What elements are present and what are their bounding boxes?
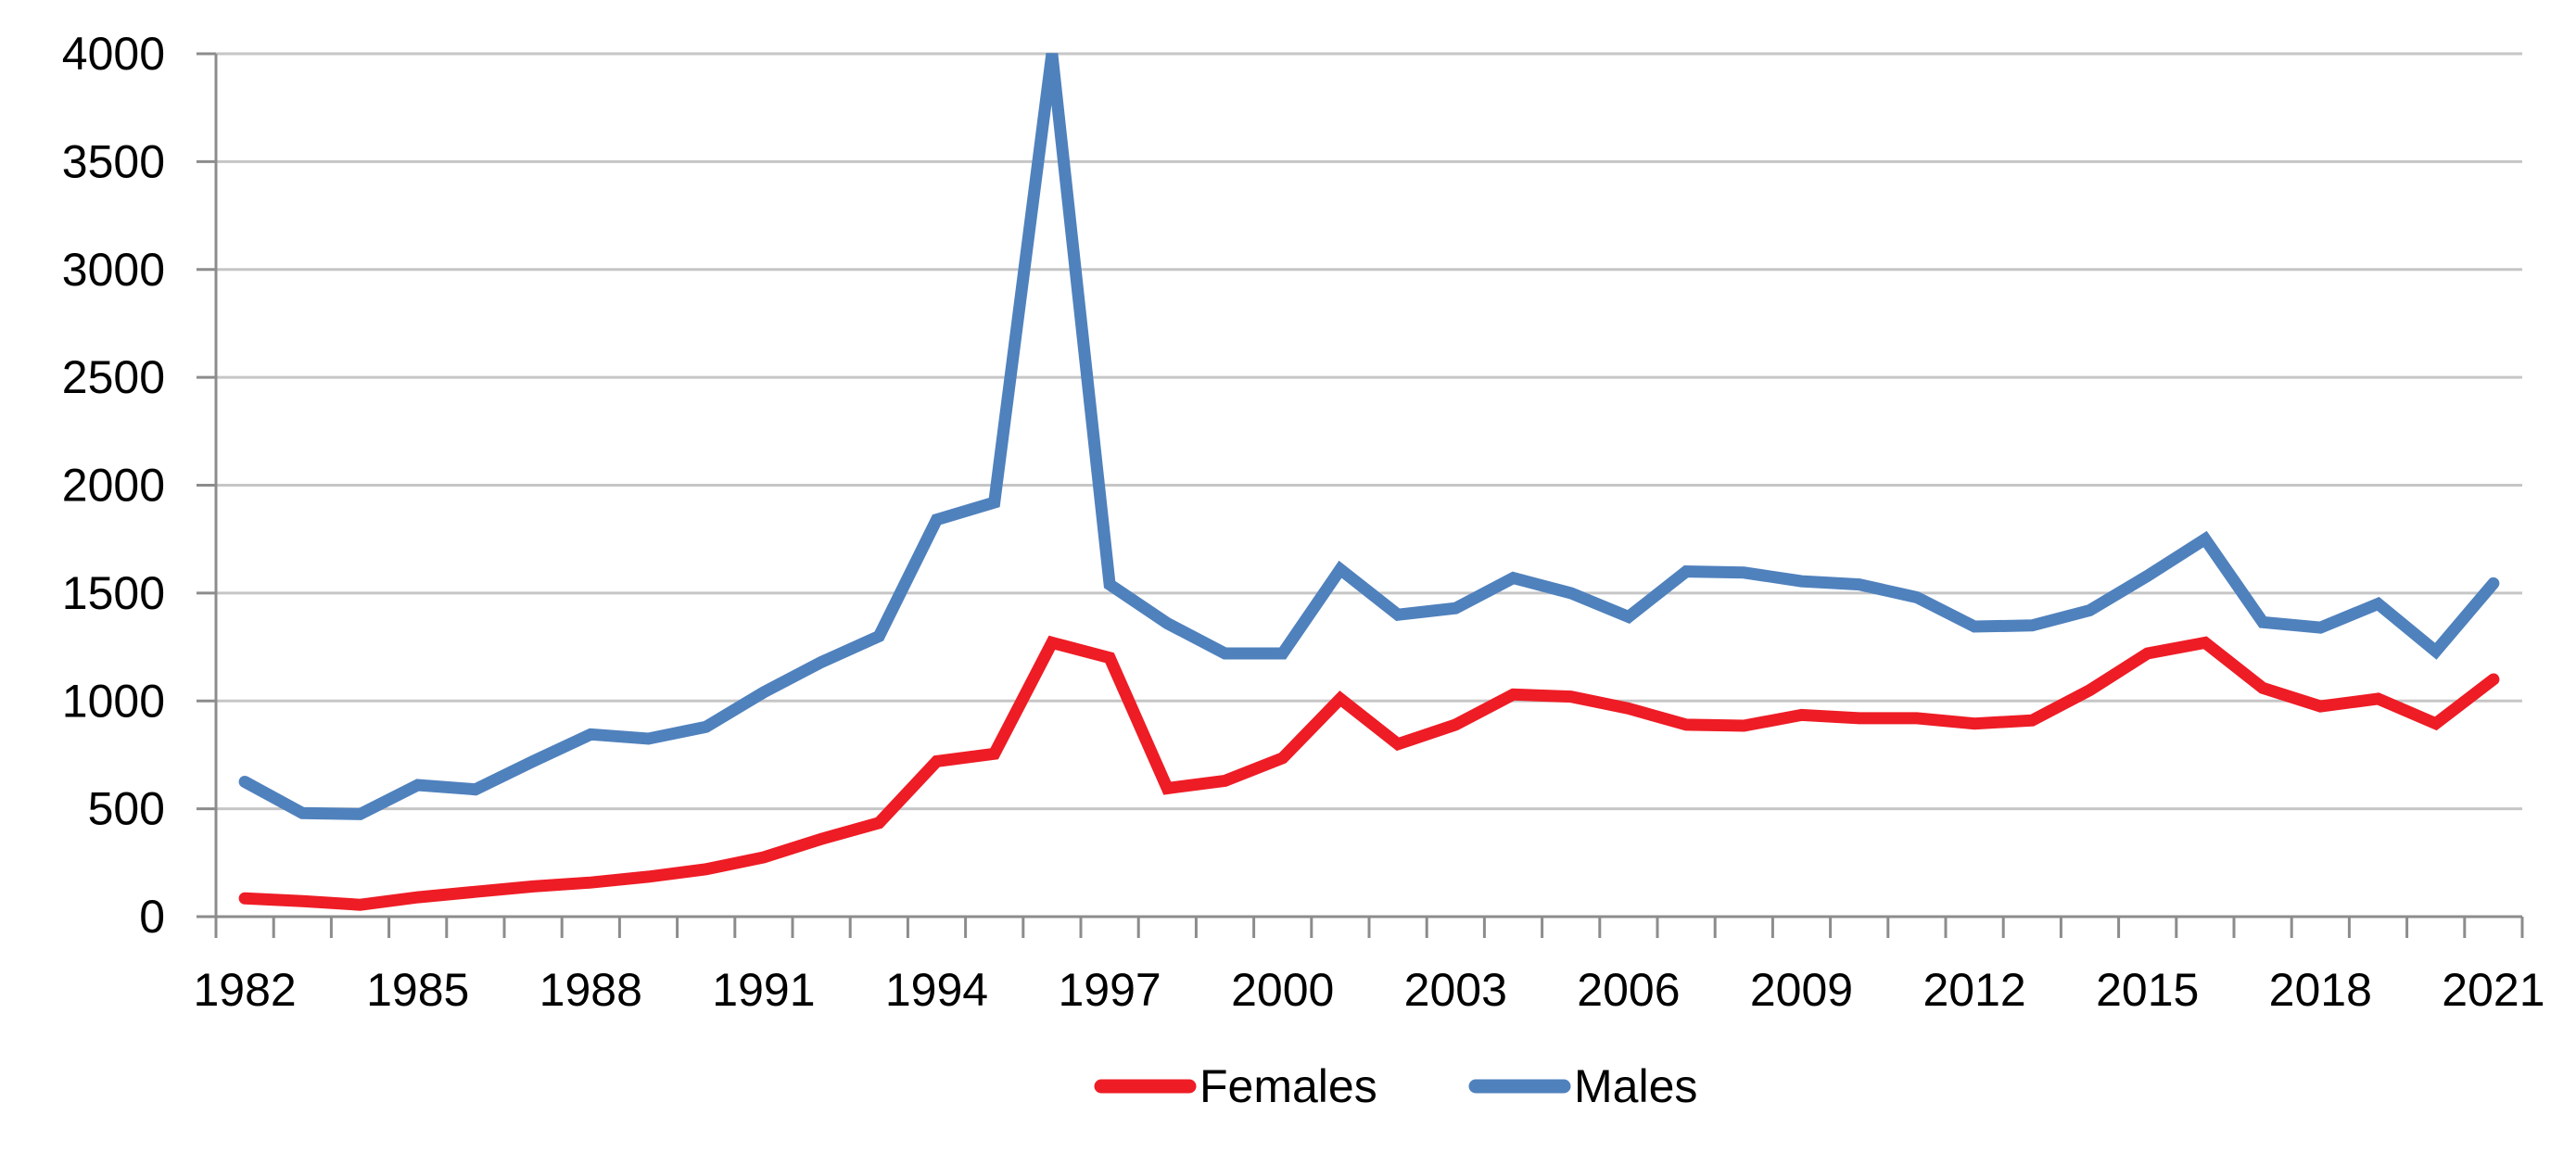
gridlines [216, 52, 2522, 811]
y-axis-tick-label: 3500 [62, 135, 165, 187]
x-axis-tick-label: 2000 [1231, 964, 1334, 1016]
x-axis-tick-label: 2012 [1922, 964, 2025, 1016]
y-axis-tick-label: 0 [139, 891, 165, 943]
axis-ticks [197, 52, 2524, 938]
x-axis-tick-label: 2003 [1404, 964, 1507, 1016]
y-axis-tick-label: 2500 [62, 351, 165, 403]
x-axis-tick-label: 2018 [2269, 964, 2372, 1016]
x-axis-tick-label: 1997 [1058, 964, 1161, 1016]
axes [197, 54, 2522, 938]
data-series-lines [238, 53, 2500, 911]
y-axis-tick-label: 1000 [62, 675, 165, 727]
y-axis-tick-label: 4000 [62, 28, 165, 80]
y-axis-tick-label: 2000 [62, 460, 165, 512]
x-axis-tick-label: 1982 [193, 964, 296, 1016]
x-axis-labels: 1982 1985 1988 1991 1994 1997 2000 2003 2006 2009… [193, 964, 2544, 1016]
x-axis-tick-label: 1994 [885, 964, 988, 1016]
y-axis-labels: 0 500 1000 1500 2000 2500 3000 3500 4000 [62, 28, 165, 943]
y-axis-tick-label: 500 [88, 783, 165, 835]
series-line-males [238, 53, 2500, 820]
legend-label-females: Females [1199, 1060, 1377, 1112]
x-axis-tick-label: 2009 [1750, 964, 1853, 1016]
x-axis-tick-label: 1988 [539, 964, 642, 1016]
y-axis-tick-label: 1500 [62, 567, 165, 619]
legend: Females Males [1094, 1060, 1697, 1112]
x-axis-tick-label: 2015 [2096, 964, 2199, 1016]
series-line-females [238, 635, 2500, 911]
x-axis-tick-label: 1991 [712, 964, 815, 1016]
x-axis-tick-label: 2021 [2442, 964, 2544, 1016]
x-axis-tick-label: 2006 [1577, 964, 1680, 1016]
y-axis-tick-label: 3000 [62, 244, 165, 296]
legend-label-males: Males [1574, 1060, 1697, 1112]
x-axis-tick-label: 1985 [366, 964, 469, 1016]
